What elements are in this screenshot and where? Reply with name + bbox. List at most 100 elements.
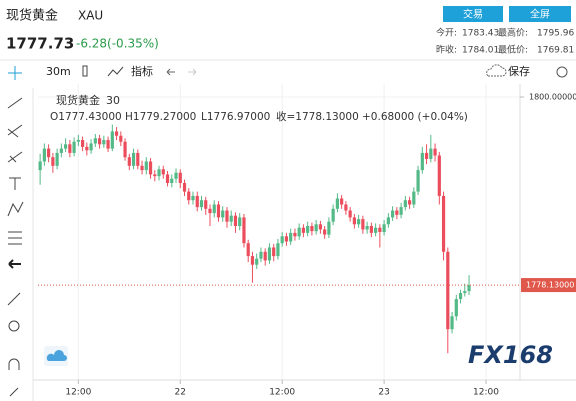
candle-body xyxy=(144,161,148,171)
candle-body xyxy=(191,195,195,201)
price-label-box xyxy=(521,278,576,293)
x-tick-label: 12:00 xyxy=(65,388,91,398)
candle-body xyxy=(403,200,407,208)
candle-body xyxy=(182,183,187,192)
candle-body xyxy=(280,236,284,244)
candle-body xyxy=(250,256,255,265)
redo-icon[interactable] xyxy=(188,68,197,76)
candle-body xyxy=(238,217,242,227)
candle-body xyxy=(140,165,144,171)
candle-body xyxy=(420,152,424,171)
y-tick-label: 1800.00000 xyxy=(529,93,576,102)
candle-icon[interactable] xyxy=(82,65,88,77)
logo: FX168 xyxy=(468,341,553,369)
candle-body xyxy=(89,143,93,151)
candle-body xyxy=(467,285,471,292)
candle-body xyxy=(148,161,153,175)
candle-body xyxy=(297,227,301,237)
candle-body xyxy=(382,224,386,233)
candle-body xyxy=(131,152,136,166)
x-tick-label: 12:00 xyxy=(269,388,295,398)
candle-body xyxy=(242,217,246,244)
indicator-icon[interactable] xyxy=(107,66,124,77)
candle-body xyxy=(157,169,161,177)
candle-body xyxy=(344,204,348,211)
candle-body xyxy=(365,226,369,230)
candle-body xyxy=(335,198,339,209)
candle-body xyxy=(306,226,310,233)
candle-body xyxy=(68,144,72,153)
candle-body xyxy=(199,200,204,208)
candle-body xyxy=(340,198,344,205)
candle-body xyxy=(386,217,390,225)
legend-name: 现货黄金 xyxy=(56,93,100,107)
drawing-tools[interactable] xyxy=(7,66,24,397)
undo-icon[interactable] xyxy=(166,68,175,76)
candle-body xyxy=(93,138,97,144)
stat-label: 今开: xyxy=(436,27,457,39)
candle-body xyxy=(331,208,335,222)
candle-body xyxy=(437,155,441,196)
candle-body xyxy=(233,215,238,227)
legend-high: H1779.27000 xyxy=(125,111,196,123)
candle-body xyxy=(407,200,412,205)
candle-body xyxy=(106,140,110,149)
candle-body xyxy=(267,247,272,261)
candle-body xyxy=(80,140,85,147)
stat-label: 最高价: xyxy=(498,27,528,39)
candle-body xyxy=(195,195,199,208)
candle-body xyxy=(85,146,89,151)
cloud-icon[interactable] xyxy=(486,64,507,77)
interval[interactable]: 30m xyxy=(46,65,71,78)
last-price: 1777.73 xyxy=(6,35,74,53)
candle-body xyxy=(293,232,297,237)
legend-close: 收=1778.13000 xyxy=(276,110,359,123)
candle-body xyxy=(153,174,157,177)
trade-button[interactable] xyxy=(443,6,503,22)
candle-body xyxy=(263,251,267,261)
candle-body xyxy=(433,148,437,156)
settings-icon[interactable] xyxy=(556,66,568,78)
candle-body xyxy=(378,227,382,233)
stat-value: 1783.43 xyxy=(462,29,499,39)
legend-open: O1777.43000 xyxy=(50,111,122,123)
legend-interval: 30 xyxy=(106,94,120,107)
candle-body xyxy=(229,215,233,222)
indicators[interactable]: 指标 xyxy=(131,64,153,78)
candle-body xyxy=(361,219,365,230)
candle-body xyxy=(255,258,259,265)
candle-body xyxy=(450,316,454,330)
candle-body xyxy=(327,221,331,235)
candle-body xyxy=(187,191,191,201)
candle-body xyxy=(289,232,293,242)
cloud-badge-icon xyxy=(46,350,67,361)
candle-body xyxy=(59,148,63,153)
candle-body xyxy=(55,152,59,166)
candle-body xyxy=(64,144,68,149)
stat-value: 1784.01 xyxy=(462,46,499,56)
fullscreen-button[interactable] xyxy=(509,6,571,22)
candle-body xyxy=(348,210,352,218)
stat-value: 1769.81 xyxy=(537,46,574,56)
candle-body xyxy=(441,195,446,252)
symbol-name: 现货黄金 xyxy=(6,8,58,24)
candle-body xyxy=(221,210,225,218)
candle-body xyxy=(399,207,403,215)
candle-body xyxy=(374,227,378,233)
fullscreen-label[interactable]: 全屏 xyxy=(530,8,550,21)
candle-body xyxy=(301,227,306,233)
trade-label[interactable]: 交易 xyxy=(463,8,483,21)
candle-body xyxy=(429,148,433,159)
candle-body xyxy=(225,210,229,222)
candle-body xyxy=(318,224,323,230)
candle-body xyxy=(161,169,165,175)
candle-body xyxy=(204,200,208,209)
candle-body xyxy=(38,161,42,171)
candle-body xyxy=(310,226,314,232)
candle-body xyxy=(127,157,131,166)
save[interactable]: 保存 xyxy=(508,64,530,78)
candle-body xyxy=(165,174,170,184)
candle-body xyxy=(259,251,263,259)
candle-body xyxy=(119,135,123,142)
